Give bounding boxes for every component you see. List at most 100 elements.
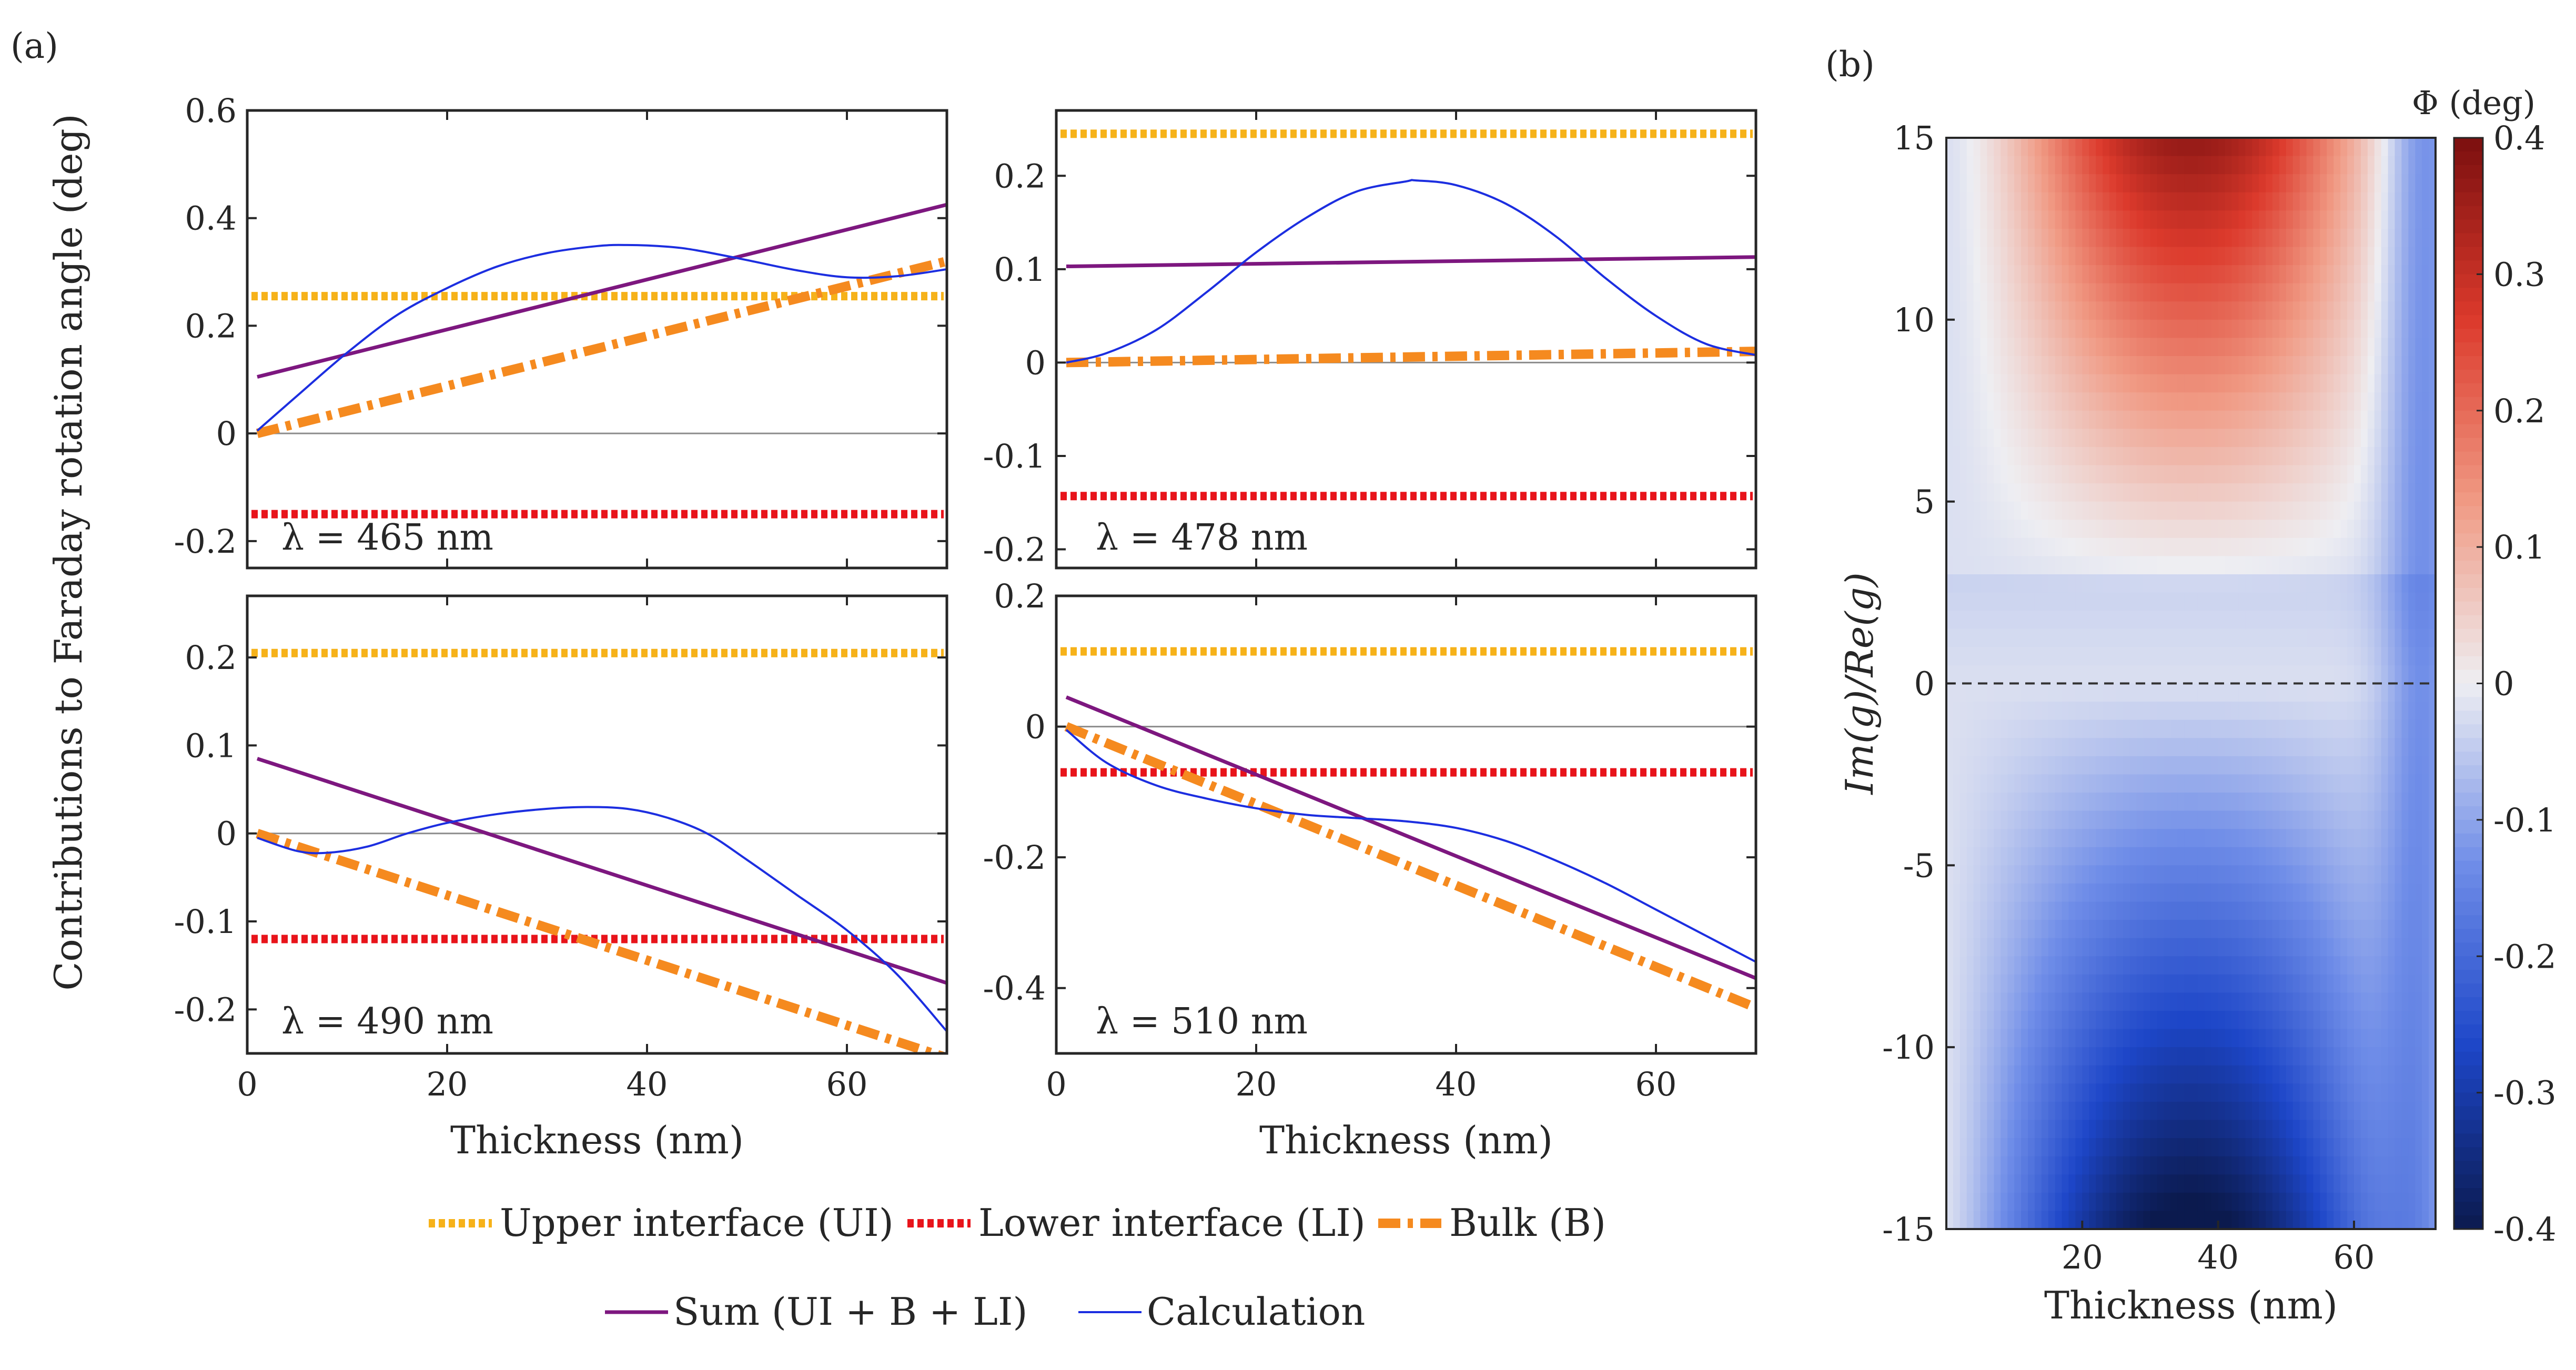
heatmap-cell [2143, 1174, 2151, 1193]
heatmap-cell [2211, 683, 2219, 702]
heatmap-cell [2109, 301, 2117, 320]
heatmap-cell [2286, 301, 2294, 320]
heatmap-cell [2354, 974, 2361, 993]
heatmap-cell [2089, 283, 2096, 302]
heatmap-cell [2422, 392, 2429, 411]
heatmap-cell [2367, 611, 2375, 630]
heatmap-cell [2109, 174, 2117, 193]
heatmap-cell [1966, 265, 1974, 284]
colorbar-segment [2454, 1215, 2483, 1230]
heatmap-cell [2001, 793, 2008, 811]
heatmap-cell [2327, 665, 2335, 684]
heatmap-cell [2129, 319, 2137, 339]
heatmap-cell [2225, 174, 2232, 193]
colorbar-segment [2454, 520, 2483, 534]
heatmap-cell [2422, 611, 2429, 630]
heatmap-cell [2333, 1211, 2341, 1230]
heatmap-cell [1987, 429, 1995, 448]
heatmap-cell [2184, 192, 2191, 211]
heatmap-cell [2157, 465, 2165, 484]
heatmap-cell [2123, 1211, 2130, 1230]
heatmap-cell [2347, 793, 2355, 811]
heatmap-cell [1973, 1047, 1981, 1066]
heatmap-cell [2292, 702, 2300, 720]
heatmap-cell [2408, 1083, 2416, 1102]
heatmap-cell [2259, 410, 2266, 430]
heatmap-cell [1959, 574, 1967, 593]
heatmap-cell [2048, 574, 2056, 593]
heatmap-cell [2360, 465, 2368, 484]
heatmap-cell [2116, 847, 2124, 866]
heatmap-cell [2231, 865, 2239, 884]
heatmap-cell [2252, 829, 2259, 848]
heatmap-cell [2401, 446, 2409, 466]
heatmap-cell [2082, 410, 2090, 430]
heatmap-cell [1953, 1101, 1961, 1121]
heatmap-cell [2401, 793, 2409, 811]
heatmap-cell [2089, 992, 2096, 1011]
heatmap-cell [2103, 338, 2110, 357]
heatmap-cell [2415, 938, 2422, 957]
heatmap-cell [2048, 665, 2056, 684]
heatmap-cell [2401, 1083, 2409, 1102]
heatmap-cell [2279, 665, 2287, 684]
heatmap-cell [2041, 992, 2049, 1011]
heatmap-cell [2252, 319, 2259, 339]
heatmap-cell [2388, 574, 2396, 593]
heatmap-cell [2211, 574, 2219, 593]
heatmap-cell [2272, 210, 2280, 229]
heatmap-cell [2367, 156, 2375, 175]
heatmap-cell [1987, 883, 1995, 902]
heatmap-cell [2367, 738, 2375, 757]
heatmap-cell [2415, 446, 2422, 466]
heatmap-cell [2266, 683, 2273, 702]
heatmap-cell [2429, 738, 2436, 757]
heatmap-cell [2231, 1138, 2239, 1157]
heatmap-cell [1994, 1174, 2002, 1193]
heatmap-cell [2347, 683, 2355, 702]
heatmap-cell [2333, 392, 2341, 411]
heatmap-cell [2001, 683, 2008, 702]
heatmap-cell [2062, 719, 2069, 739]
heatmap-cell [2415, 210, 2422, 229]
heatmap-cell [2082, 883, 2090, 902]
heatmap-cell [1980, 520, 1988, 539]
heatmap-cell [2034, 628, 2042, 648]
heatmap-cell [2197, 174, 2205, 193]
heatmap-cell [2408, 192, 2416, 211]
heatmap-cell [2184, 174, 2191, 193]
heatmap-cell [2238, 883, 2246, 902]
heatmap-cell [2408, 901, 2416, 920]
heatmap-cell [2164, 374, 2171, 393]
heatmap-cell [2429, 319, 2436, 339]
heatmap-cell [2252, 537, 2259, 557]
heatmap-cell [2028, 1120, 2035, 1139]
heatmap-cell [2292, 920, 2300, 939]
heatmap-cell [2034, 574, 2042, 593]
heatmap-cell [2082, 592, 2090, 611]
heatmap-cell [2266, 901, 2273, 920]
heatmap-cell [2286, 265, 2294, 284]
heatmap-cell [2415, 702, 2422, 720]
heatmap-cell [2164, 1156, 2171, 1175]
heatmap-cell [2327, 1120, 2335, 1139]
heatmap-cell [2286, 1011, 2294, 1030]
heatmap-cell [2347, 901, 2355, 920]
heatmap-cell [2306, 756, 2314, 775]
heatmap-cell [2055, 174, 2063, 193]
heatmap-cell [2408, 556, 2416, 575]
heatmap-cell [2299, 974, 2307, 993]
heatmap-cell [2177, 1192, 2185, 1212]
heatmap-cell [2218, 920, 2226, 939]
heatmap-cell [2191, 920, 2198, 939]
heatmap-cell [2123, 938, 2130, 957]
heatmap-cell [1966, 392, 1974, 411]
heatmap-cell [2401, 1120, 2409, 1139]
heatmap-cell [2170, 719, 2178, 739]
heatmap-cell [2218, 520, 2226, 539]
heatmap-cell [2082, 1011, 2090, 1030]
heatmap-cell [2150, 702, 2158, 720]
heatmap-cell [2123, 1029, 2130, 1048]
heatmap-cell [1994, 174, 2002, 193]
heatmap-cell [1994, 1156, 2002, 1175]
